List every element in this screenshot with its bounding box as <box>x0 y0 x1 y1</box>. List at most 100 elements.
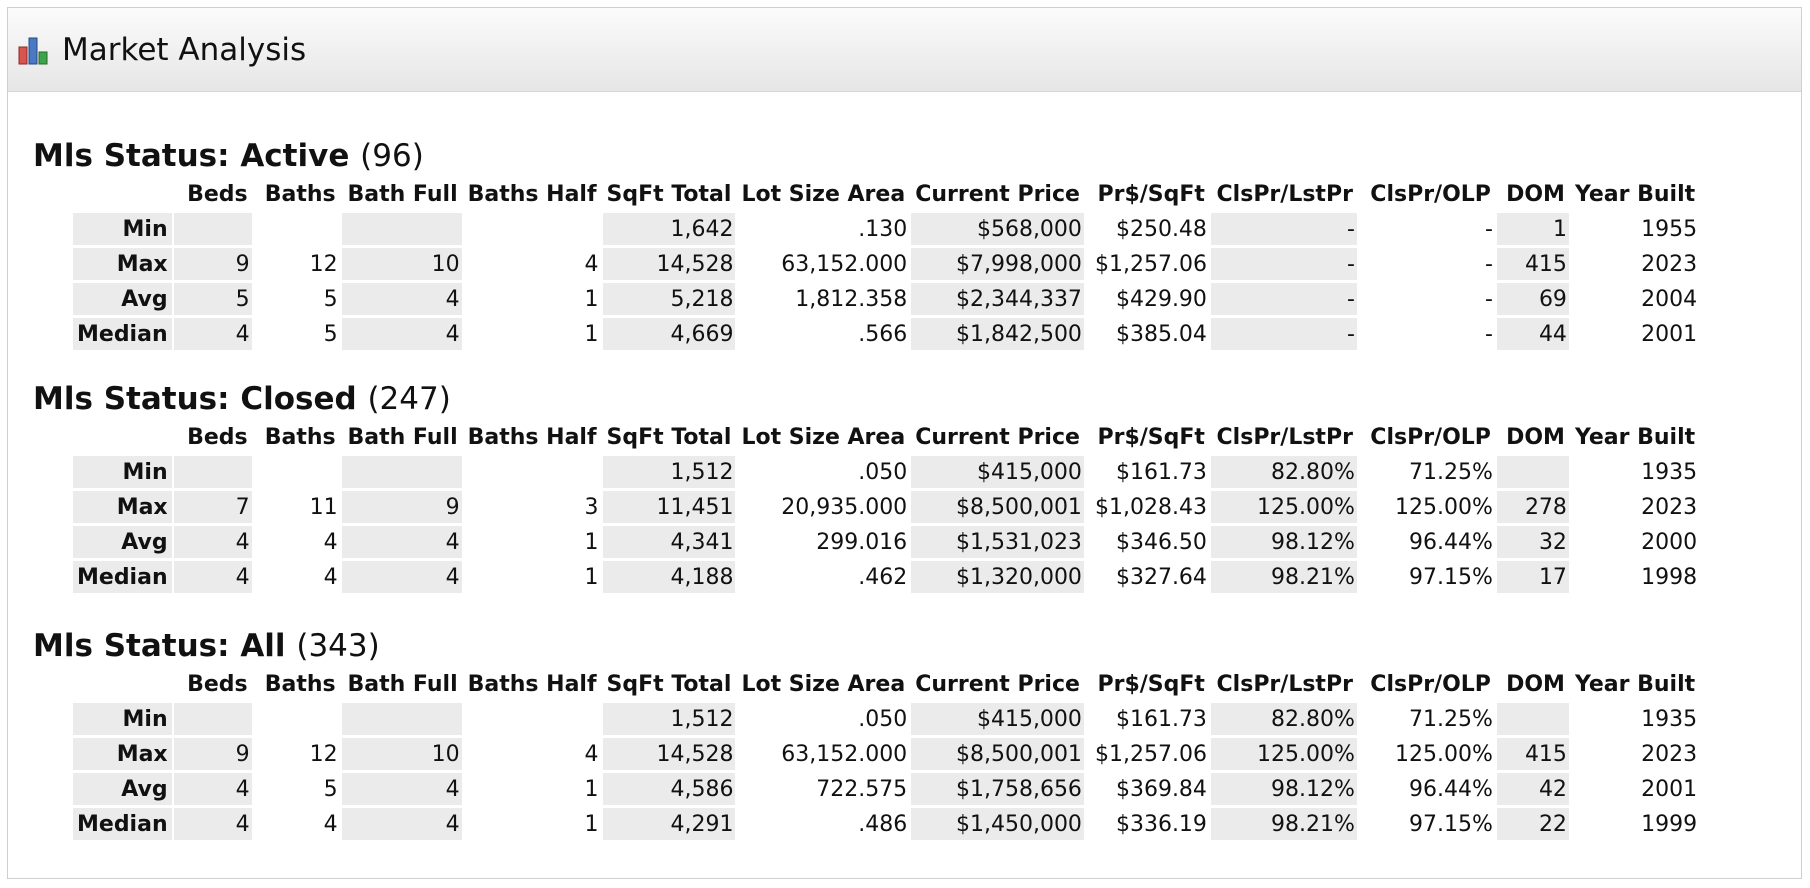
table-cell: 3 <box>584 494 599 520</box>
table-cell <box>173 703 252 735</box>
table-cell <box>464 213 601 245</box>
column-header: Pr$/SqFt <box>1097 424 1205 450</box>
table-cell: 125.00% <box>1210 738 1357 770</box>
column-header: SqFt Total <box>606 671 732 697</box>
section-count: (96) <box>360 138 424 174</box>
stats-table-closed: Beds Baths Bath Full Baths Half SqFt Total Lo… <box>71 418 1701 596</box>
table-cell <box>254 703 340 735</box>
table-cell: 98.21% <box>1210 808 1357 840</box>
table-cell: 96.44% <box>1409 529 1493 555</box>
table-row: Max 7 11 9 3 11,451 20,935.000 $8,500,001 $1,028… <box>73 491 1699 523</box>
row-label: Min <box>73 213 172 245</box>
table-cell: 17 <box>1496 561 1569 593</box>
table-cell: 2001 <box>1641 321 1698 347</box>
table-cell: 125.00% <box>1210 491 1357 523</box>
table-cell: $1,450,000 <box>911 808 1084 840</box>
table-cell: 44 <box>1496 318 1569 350</box>
table-cell: 125.00% <box>1395 741 1493 767</box>
section-title-label: Mls Status: Closed <box>33 381 357 417</box>
table-cell: $161.73 <box>1115 459 1207 485</box>
table-cell: 1 <box>584 529 599 555</box>
column-header: ClsPr/OLP <box>1370 424 1491 450</box>
table-cell: .462 <box>858 564 908 590</box>
stats-table-active: Beds Baths Bath Full Baths Half SqFt Total Lo… <box>71 175 1701 353</box>
table-row: Min 1,512 .050 $415,000 $161.73 82.80% 71.25% 1… <box>73 456 1699 488</box>
column-header: ClsPr/LstPr <box>1216 181 1353 207</box>
row-label: Max <box>73 738 172 770</box>
table-cell: $2,344,337 <box>911 283 1084 315</box>
row-label: Median <box>73 561 172 593</box>
section-title-label: Mls Status: Active <box>33 138 350 174</box>
table-cell: 32 <box>1496 526 1569 558</box>
table-row: Avg 4 5 4 1 4,586 722.575 $1,758,656 $369.84 98.1… <box>73 773 1699 805</box>
table-cell: $327.64 <box>1115 564 1207 590</box>
table-row: Median 4 4 4 1 4,188.462 $1,320,000 $327.64 98.2… <box>73 561 1699 593</box>
table-cell: 5 <box>173 283 252 315</box>
table-cell: 1 <box>584 321 599 347</box>
row-label: Min <box>73 703 172 735</box>
table-cell: 4,341 <box>602 526 736 558</box>
table-cell: 1,812.358 <box>795 286 908 312</box>
column-header: DOM <box>1506 671 1565 697</box>
table-cell: 4 <box>341 526 462 558</box>
column-header: Baths Half <box>467 671 597 697</box>
column-header: Current Price <box>915 424 1080 450</box>
table-cell: 4 <box>323 564 338 590</box>
row-label: Min <box>73 456 172 488</box>
column-header: DOM <box>1506 181 1565 207</box>
table-cell: 4 <box>341 283 462 315</box>
table-row: Min 1,642.130 $568,000 $250.48- -1 1955 <box>73 213 1699 245</box>
table-cell: 4 <box>341 808 462 840</box>
table-cell: 1 <box>584 776 599 802</box>
table-cell: $568,000 <box>911 213 1084 245</box>
row-label: Avg <box>73 773 172 805</box>
column-header: Beds <box>187 424 248 450</box>
table-cell: 22 <box>1496 808 1569 840</box>
table-cell: $8,500,001 <box>911 738 1084 770</box>
table-cell: 11 <box>309 494 338 520</box>
table-cell: 4 <box>584 741 599 767</box>
table-cell: 415 <box>1496 248 1569 280</box>
table-cell: $385.04 <box>1115 321 1207 347</box>
table-cell: 97.15% <box>1409 564 1493 590</box>
table-cell: 4 <box>173 808 252 840</box>
table-cell: $161.73 <box>1115 706 1207 732</box>
table-cell: 1,642 <box>602 213 736 245</box>
table-cell: 63,152.000 <box>781 741 908 767</box>
table-cell: - <box>1210 318 1357 350</box>
column-header: Bath Full <box>347 181 458 207</box>
table-cell: 4 <box>173 773 252 805</box>
table-cell: 1 <box>584 811 599 837</box>
table-cell: 5 <box>323 776 338 802</box>
table-cell: 1 <box>584 564 599 590</box>
table-cell: $369.84 <box>1115 776 1207 802</box>
column-header: Lot Size Area <box>741 671 906 697</box>
table-cell: - <box>1210 248 1357 280</box>
table-cell: 2023 <box>1641 251 1698 277</box>
table-cell: - <box>1484 286 1493 312</box>
table-cell: 63,152.000 <box>781 251 908 277</box>
column-header: Baths <box>264 181 336 207</box>
column-header: DOM <box>1506 424 1565 450</box>
table-cell: - <box>1484 321 1493 347</box>
table-cell: $1,531,023 <box>911 526 1084 558</box>
table-cell: $346.50 <box>1115 529 1207 555</box>
table-cell: 7 <box>173 491 252 523</box>
section-title-label: Mls Status: All <box>33 628 286 664</box>
table-cell: 4 <box>173 561 252 593</box>
column-header: SqFt Total <box>606 424 732 450</box>
column-header: Current Price <box>915 671 1080 697</box>
table-cell: 82.80% <box>1210 703 1357 735</box>
table-cell: - <box>1484 251 1493 277</box>
section-count: (343) <box>296 628 380 664</box>
table-cell: 125.00% <box>1395 494 1493 520</box>
table-cell: 9 <box>173 738 252 770</box>
table-cell: $415,000 <box>911 456 1084 488</box>
table-cell: 1935 <box>1641 459 1698 485</box>
table-cell: 5,218 <box>602 283 736 315</box>
table-cell: 12 <box>309 741 338 767</box>
table-cell: 11,451 <box>602 491 736 523</box>
table-cell: 278 <box>1496 491 1569 523</box>
section-count: (247) <box>367 381 451 417</box>
corner-cell <box>73 668 172 700</box>
